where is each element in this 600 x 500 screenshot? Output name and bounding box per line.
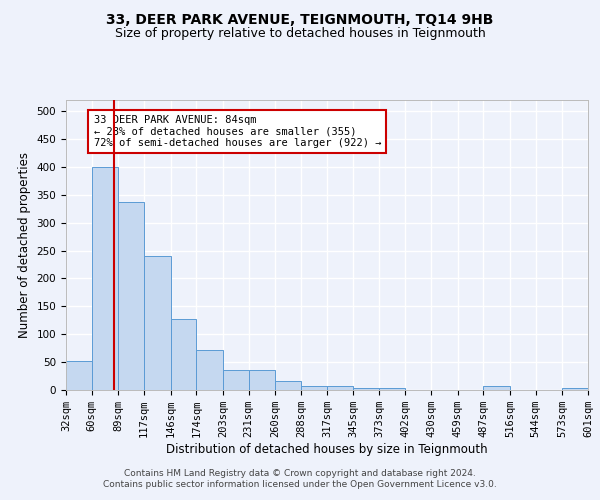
Bar (379, 388, 406, 390)
Bar (118, 202, 144, 390)
Bar (92, 167, 118, 390)
Bar (248, 370, 275, 390)
Bar (223, 370, 248, 390)
X-axis label: Distribution of detached houses by size in Teignmouth: Distribution of detached houses by size … (166, 443, 488, 456)
Bar (66, 361, 92, 390)
Text: Size of property relative to detached houses in Teignmouth: Size of property relative to detached ho… (115, 28, 485, 40)
Y-axis label: Number of detached properties: Number of detached properties (18, 152, 31, 338)
Text: Contains public sector information licensed under the Open Government Licence v3: Contains public sector information licen… (103, 480, 497, 489)
Text: 33 DEER PARK AVENUE: 84sqm
← 28% of detached houses are smaller (355)
72% of sem: 33 DEER PARK AVENUE: 84sqm ← 28% of deta… (94, 115, 381, 148)
Text: 33, DEER PARK AVENUE, TEIGNMOUTH, TQ14 9HB: 33, DEER PARK AVENUE, TEIGNMOUTH, TQ14 9… (106, 12, 494, 26)
Bar (196, 350, 223, 390)
Bar (170, 318, 196, 390)
Bar (275, 381, 301, 390)
Bar (301, 386, 328, 390)
Bar (328, 386, 353, 390)
Text: Contains HM Land Registry data © Crown copyright and database right 2024.: Contains HM Land Registry data © Crown c… (124, 468, 476, 477)
Bar (144, 256, 170, 390)
Bar (562, 388, 588, 390)
Bar (353, 388, 379, 390)
Bar (484, 386, 510, 390)
